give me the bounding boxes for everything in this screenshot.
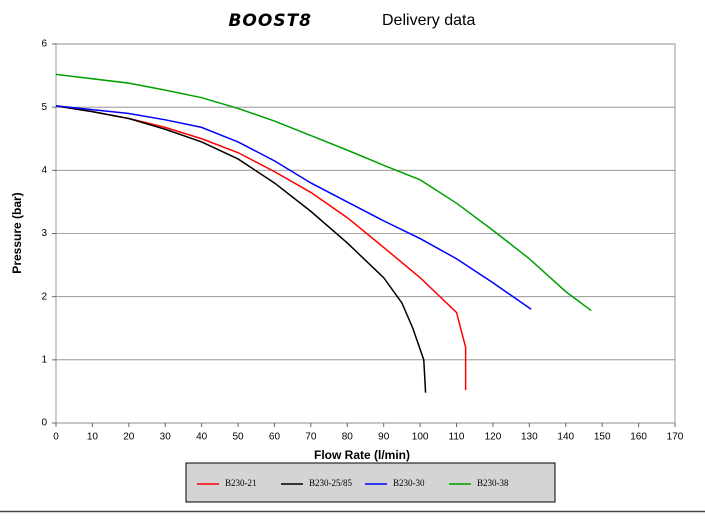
y-tick-label: 4 [41, 165, 47, 176]
series-line [55, 105, 532, 310]
series-line [55, 105, 427, 393]
legend-label: B230-25/85 [309, 478, 353, 488]
x-tick-label: 40 [196, 432, 208, 443]
legend-label: B230-21 [225, 478, 257, 488]
x-tick-label: 120 [485, 432, 502, 443]
y-tick-label: 6 [41, 39, 47, 50]
y-tick-label: 2 [41, 291, 47, 302]
x-tick-label: 30 [160, 432, 172, 443]
x-tick-label: 140 [557, 432, 574, 443]
chart-title: Delivery data [382, 12, 475, 29]
x-tick-label: 20 [123, 432, 135, 443]
x-tick-label: 50 [232, 432, 244, 443]
y-tick-label: 0 [41, 418, 47, 429]
x-tick-label: 10 [87, 432, 99, 443]
x-tick-label: 70 [305, 432, 317, 443]
x-tick-label: 150 [594, 432, 611, 443]
legend-label: B230-38 [477, 478, 509, 488]
legend-box [185, 462, 556, 503]
y-tick-label: 3 [41, 228, 47, 239]
x-tick-label: 160 [630, 432, 647, 443]
y-axis-label: Pressure (bar) [10, 192, 24, 273]
x-tick-label: 60 [269, 432, 281, 443]
y-tick-label: 5 [41, 102, 47, 113]
legend-label: B230-30 [393, 478, 425, 488]
y-tick-label: 1 [41, 354, 47, 365]
x-axis-label: Flow Rate (l/min) [314, 448, 410, 462]
title-logo: BOOST8 [228, 11, 312, 31]
x-tick-label: 0 [53, 432, 59, 443]
series-line [55, 73, 592, 312]
x-tick-label: 80 [342, 432, 354, 443]
x-tick-label: 130 [521, 432, 538, 443]
x-tick-label: 170 [667, 432, 684, 443]
x-tick-label: 90 [378, 432, 390, 443]
x-tick-label: 100 [412, 432, 429, 443]
x-tick-label: 110 [449, 432, 465, 443]
